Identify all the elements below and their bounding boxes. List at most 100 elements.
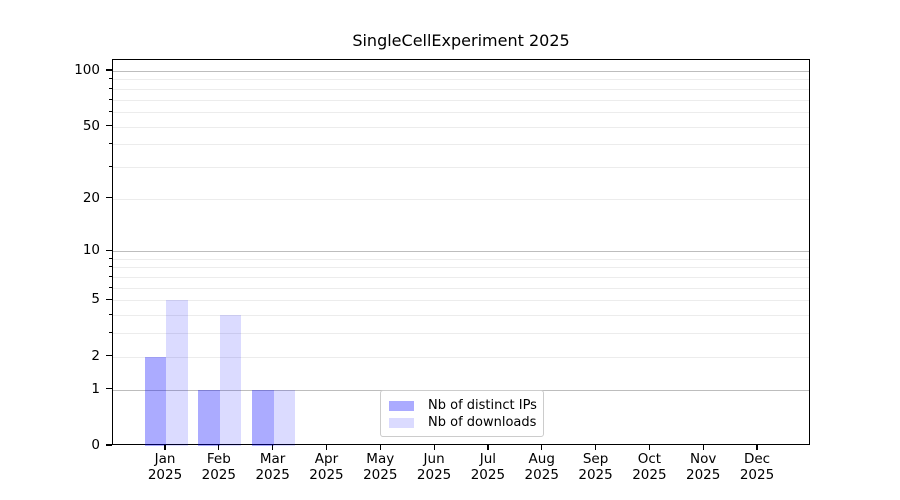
legend-label-downloads: Nb of downloads (428, 415, 537, 430)
gridline-minor (113, 258, 809, 260)
x-tick-year: 2025 (255, 466, 290, 483)
gridline-minor (113, 99, 809, 101)
x-tick (433, 445, 435, 450)
x-tick-label: Mar 2025 (238, 451, 308, 483)
gridline-minor (113, 277, 809, 279)
gridline-minor (113, 267, 809, 269)
y-tick-label: 0 (91, 437, 100, 453)
y-minor-tick (108, 286, 112, 288)
x-tick (594, 445, 597, 450)
x-tick-year: 2025 (309, 466, 344, 483)
legend-item-distinct-ips: Nb of distinct IPs (389, 398, 537, 413)
y-tick-label: 20 (82, 189, 100, 206)
bar-distinct-ips-mar (252, 389, 274, 446)
x-tick (272, 445, 274, 450)
gridline-minor (113, 356, 809, 358)
y-tick (106, 197, 112, 199)
y-tick (106, 355, 112, 357)
x-tick-year: 2025 (632, 466, 667, 483)
x-tick (325, 445, 328, 450)
x-tick-month: Sep (582, 451, 609, 467)
gridline-major (113, 251, 809, 253)
bar-distinct-ips-feb (198, 389, 220, 446)
x-tick-label: Jun 2025 (399, 451, 469, 483)
x-tick-label: Oct 2025 (614, 451, 684, 483)
gridline-minor (113, 79, 809, 81)
x-tick-month: Oct (637, 451, 662, 467)
x-tick (164, 445, 166, 450)
legend-swatch-distinct-ips (389, 400, 414, 411)
legend-item-downloads: Nb of downloads (389, 415, 537, 430)
x-tick-year: 2025 (147, 466, 183, 483)
x-tick-label: Sep 2025 (561, 451, 631, 483)
x-tick-label: May 2025 (345, 451, 415, 483)
gridline-minor (113, 144, 809, 146)
x-tick-year: 2025 (686, 466, 721, 483)
y-minor-tick (108, 314, 112, 316)
x-tick-year: 2025 (578, 466, 613, 483)
gridline-minor (113, 315, 809, 317)
y-minor-tick (108, 78, 112, 80)
x-tick (487, 445, 489, 450)
y-minor-tick (108, 143, 112, 145)
y-tick (106, 124, 112, 127)
x-tick (379, 445, 381, 450)
x-tick-year: 2025 (363, 466, 398, 483)
x-tick-label: Nov 2025 (668, 451, 738, 483)
y-minor-tick (108, 276, 112, 278)
x-tick-year: 2025 (470, 466, 506, 483)
plot-area (112, 59, 810, 446)
chart-title: SingleCellExperiment 2025 (352, 31, 570, 50)
y-tick-label: 5 (91, 291, 100, 308)
x-tick-label: Jan 2025 (130, 451, 200, 483)
x-tick (702, 445, 704, 450)
x-tick-label: Jul 2025 (453, 451, 523, 483)
bar-downloads-mar (273, 389, 296, 446)
x-tick (756, 445, 758, 450)
x-tick-month: Feb (206, 451, 231, 467)
bar-downloads-feb (219, 315, 242, 446)
x-tick-month: Jan (154, 451, 176, 467)
legend-label-distinct-ips: Nb of distinct IPs (428, 398, 537, 413)
x-tick (541, 445, 543, 450)
y-minor-tick (108, 98, 112, 100)
y-tick-label: 10 (82, 242, 100, 259)
x-tick-month: Jun (423, 451, 445, 467)
x-tick-label: Apr 2025 (291, 451, 361, 483)
gridline-minor (113, 126, 809, 128)
bar-distinct-ips-jan (144, 356, 166, 446)
bar-downloads-jan (166, 300, 188, 446)
y-minor-tick (108, 87, 112, 89)
x-tick-month: Nov (690, 451, 717, 467)
x-tick-month: Mar (259, 451, 286, 467)
x-tick-label: Feb 2025 (184, 451, 254, 483)
x-tick-month: May (366, 451, 395, 467)
y-minor-tick (108, 110, 112, 112)
x-tick-label: Dec 2025 (722, 451, 792, 483)
y-tick (106, 298, 112, 300)
gridline-minor (113, 198, 809, 200)
y-minor-tick (108, 332, 112, 334)
legend-swatch-downloads (389, 417, 414, 428)
y-minor-tick (108, 257, 112, 259)
gridline-major (113, 70, 809, 72)
y-tick-label: 50 (82, 117, 100, 134)
x-tick-month: Jul (479, 451, 497, 467)
x-tick-year: 2025 (739, 466, 775, 483)
y-minor-tick (108, 266, 112, 268)
y-tick (106, 249, 112, 251)
x-tick-month: Dec (743, 451, 771, 467)
gridline-minor (113, 300, 809, 302)
y-tick-label: 100 (74, 61, 100, 78)
legend: Nb of distinct IPs Nb of downloads (380, 390, 544, 437)
y-tick-label: 2 (91, 347, 100, 364)
x-tick-year: 2025 (524, 466, 559, 483)
y-tick (106, 444, 112, 446)
x-tick-year: 2025 (416, 466, 452, 483)
gridline-minor (113, 111, 809, 113)
x-tick (218, 445, 220, 450)
x-tick-label: Aug 2025 (507, 451, 577, 483)
y-minor-tick (108, 165, 112, 167)
x-tick-year: 2025 (201, 466, 236, 483)
